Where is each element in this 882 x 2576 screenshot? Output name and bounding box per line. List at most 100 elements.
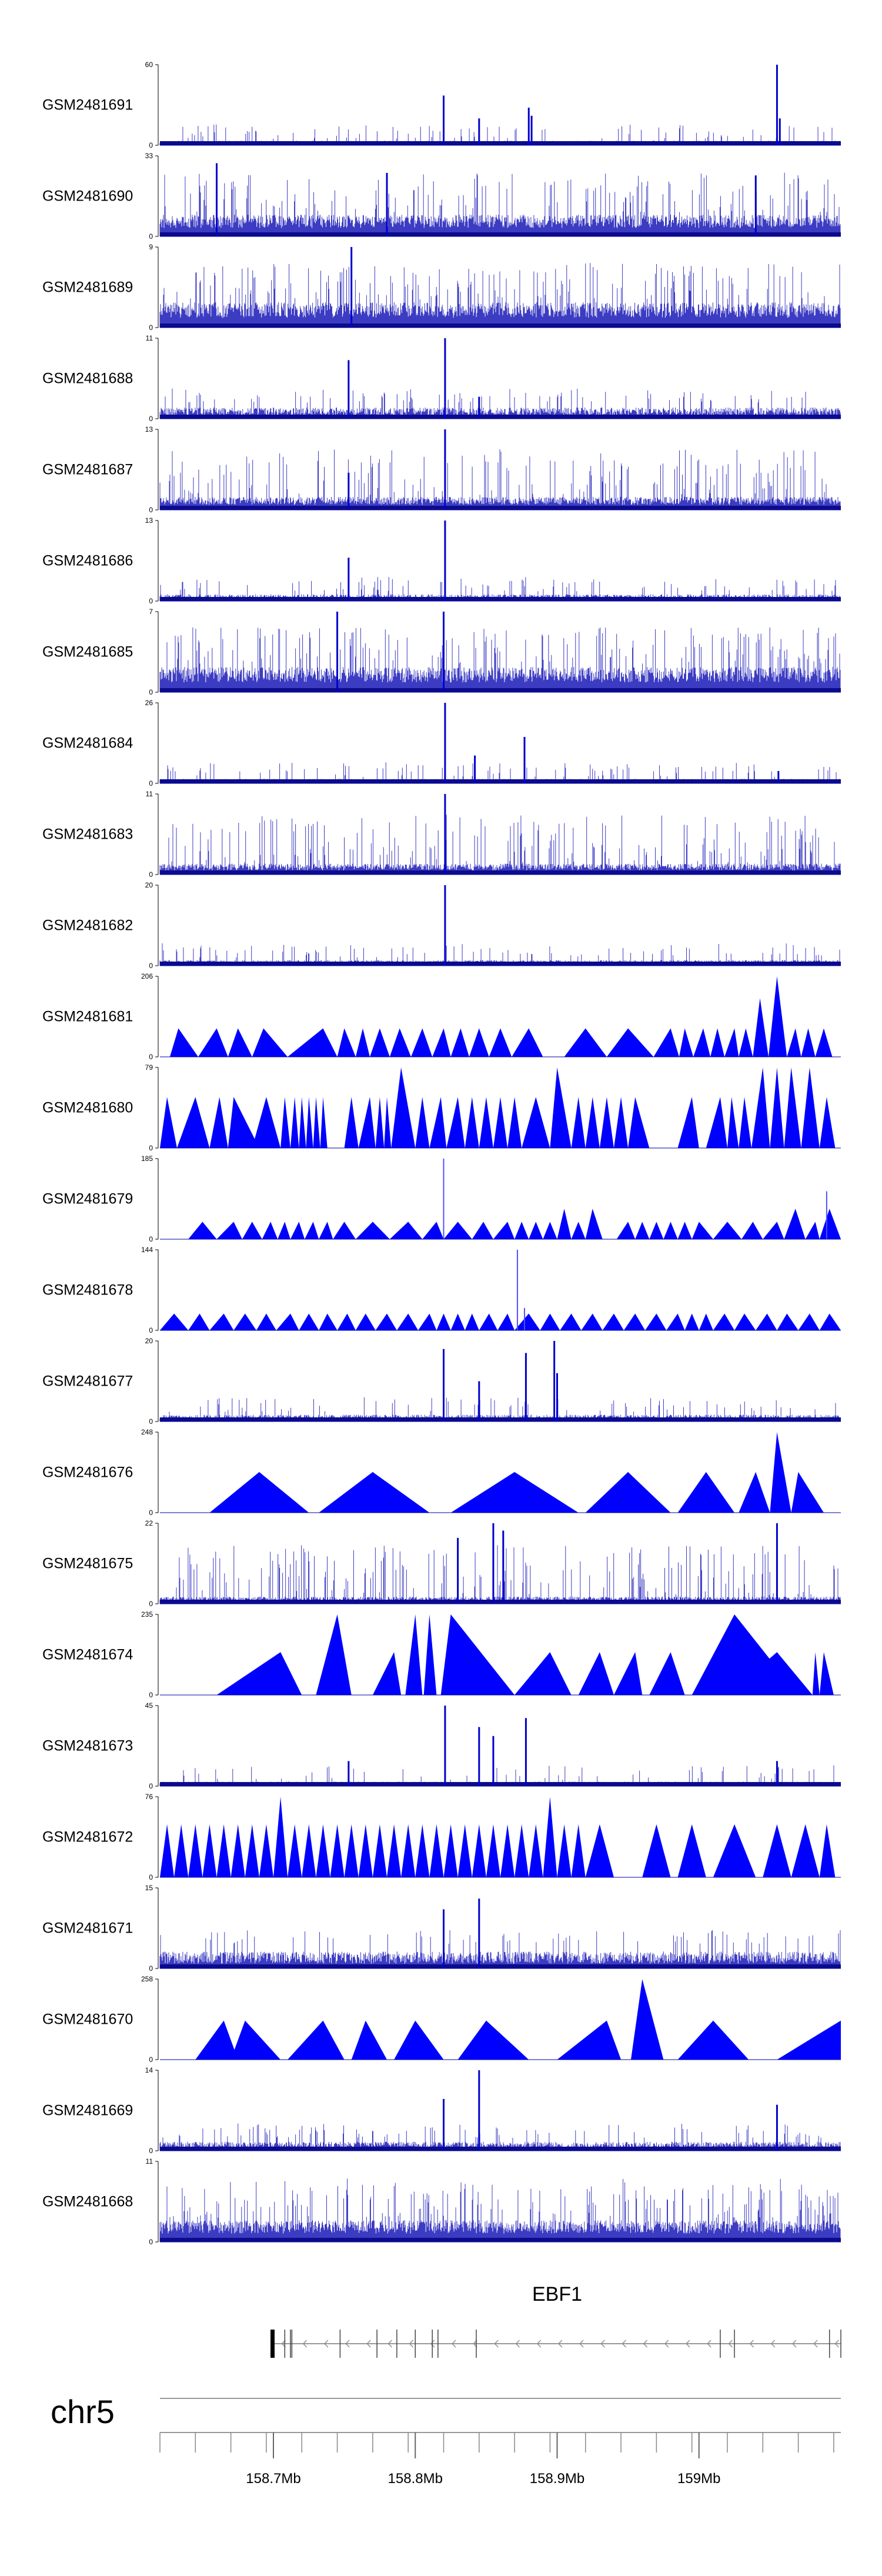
y-max-label: 7	[149, 608, 153, 616]
sample-label: GSM2481683	[42, 826, 133, 843]
track-GSM2481680: 79 0 GSM2481680	[42, 1063, 841, 1152]
strand-chevron	[622, 2340, 626, 2348]
coverage-baseline	[160, 688, 841, 692]
coverage-bars	[159, 263, 841, 328]
coverage-area	[195, 1979, 841, 2060]
coverage-baseline	[160, 2147, 841, 2151]
sample-label: GSM2481676	[42, 1464, 133, 1481]
coverage-area	[160, 1067, 836, 1148]
coverage-baseline	[160, 323, 841, 328]
sample-label: GSM2481681	[42, 1009, 133, 1025]
chromosome-label: chr5	[51, 2393, 115, 2430]
y-max-label: 26	[145, 699, 153, 707]
y-max-label: 20	[145, 1337, 153, 1345]
axis-tick-label: 158.7Mb	[246, 2471, 300, 2487]
y-min-label: 0	[149, 1053, 153, 1061]
y-min-label: 0	[149, 2056, 153, 2064]
coverage-bars	[159, 1545, 841, 1604]
y-max-label: 144	[141, 1246, 153, 1254]
coverage-area	[209, 1432, 824, 1513]
y-min-label: 0	[149, 1873, 153, 1881]
y-min-label: 0	[149, 1235, 153, 1243]
y-max-label: 11	[146, 790, 153, 798]
strand-chevron	[473, 2340, 477, 2348]
track-GSM2481688: 11 0 GSM2481688	[42, 334, 841, 423]
y-max-label: 258	[141, 1975, 153, 1983]
y-min-label: 0	[149, 870, 153, 879]
strand-chevron	[579, 2340, 584, 2348]
y-max-label: 11	[146, 334, 153, 342]
coverage-baseline	[160, 962, 841, 966]
sample-label: GSM2481668	[42, 2194, 133, 2210]
strand-chevron	[792, 2340, 797, 2348]
coverage-bars	[159, 172, 841, 236]
track-GSM2481679: 185 0 GSM2481679	[42, 1154, 841, 1243]
strand-chevron	[643, 2340, 648, 2348]
strand-chevron	[494, 2340, 499, 2348]
y-min-label: 0	[149, 1326, 153, 1334]
exon-first	[270, 2330, 275, 2358]
y-max-label: 33	[145, 152, 153, 160]
strand-chevron	[409, 2340, 414, 2348]
sample-label: GSM2481671	[42, 1920, 133, 1937]
gene-label: EBF1	[532, 2283, 582, 2305]
strand-chevron	[323, 2340, 329, 2348]
strand-chevron	[600, 2340, 605, 2348]
sample-label: GSM2481679	[42, 1191, 133, 1207]
y-max-label: 206	[141, 972, 153, 980]
track-GSM2481668: 11 0 GSM2481668	[42, 2157, 841, 2246]
y-max-label: 235	[141, 1610, 153, 1619]
y-min-label: 0	[149, 506, 153, 514]
strand-chevron	[387, 2340, 392, 2348]
sample-label: GSM2481674	[42, 1647, 133, 1663]
strand-chevron	[770, 2340, 776, 2348]
y-min-label: 0	[149, 323, 153, 332]
sample-label: GSM2481669	[42, 2103, 133, 2119]
axis-tick-label: 159Mb	[677, 2471, 720, 2487]
coverage-bars	[159, 449, 841, 510]
sample-label: GSM2481689	[42, 279, 133, 296]
y-min-label: 0	[149, 2238, 153, 2246]
track-GSM2481687: 13 0 GSM2481687	[42, 425, 841, 514]
genome-axis-track: chr5 158.7Mb 158.8Mb 158.9Mb 159Mb	[51, 2393, 841, 2487]
sample-label: GSM2481677	[42, 1373, 133, 1390]
coverage-bars	[159, 1930, 841, 1968]
track-GSM2481678: 144 0 GSM2481678	[42, 1246, 841, 1334]
track-GSM2481675: 22 0 GSM2481675	[42, 1519, 841, 1608]
track-GSM2481670: 258 0 GSM2481670	[42, 1975, 841, 2064]
y-max-label: 13	[145, 516, 153, 525]
track-GSM2481681: 206 0 GSM2481681	[42, 972, 841, 1061]
coverage-area	[169, 976, 833, 1057]
y-max-label: 22	[145, 1519, 153, 1527]
strand-chevron	[749, 2340, 754, 2348]
coverage-baseline	[160, 597, 841, 601]
y-max-label: 20	[145, 881, 153, 889]
strand-chevron	[515, 2340, 520, 2348]
strand-chevron	[281, 2340, 286, 2348]
y-min-label: 0	[149, 1782, 153, 1790]
y-min-label: 0	[149, 1600, 153, 1608]
sample-label: GSM2481678	[42, 1282, 133, 1299]
strand-chevron	[834, 2340, 839, 2348]
coverage-baseline	[160, 232, 841, 236]
sample-label: GSM2481691	[42, 97, 133, 114]
coverage-area	[216, 1614, 834, 1695]
coverage-baseline	[160, 1964, 841, 1968]
track-GSM2481669: 14 0 GSM2481669	[42, 2066, 841, 2155]
coverage-baseline	[160, 2238, 841, 2242]
strand-chevron	[366, 2340, 371, 2348]
strand-chevron	[664, 2340, 669, 2348]
track-GSM2481682: 20 0 GSM2481682	[42, 881, 841, 970]
y-max-label: 79	[145, 1063, 153, 1072]
sample-label: GSM2481685	[42, 644, 133, 660]
coverage-baseline	[160, 1600, 841, 1604]
strand-chevron	[686, 2340, 690, 2348]
y-min-label: 0	[149, 232, 153, 241]
sample-label: GSM2481680	[42, 1100, 133, 1116]
track-GSM2481689: 9 0 GSM2481689	[42, 243, 841, 332]
coverage-bars	[159, 388, 841, 419]
sample-label: GSM2481682	[42, 917, 133, 934]
track-GSM2481685: 7 0 GSM2481685	[42, 608, 841, 696]
sample-label: GSM2481675	[42, 1556, 133, 1572]
